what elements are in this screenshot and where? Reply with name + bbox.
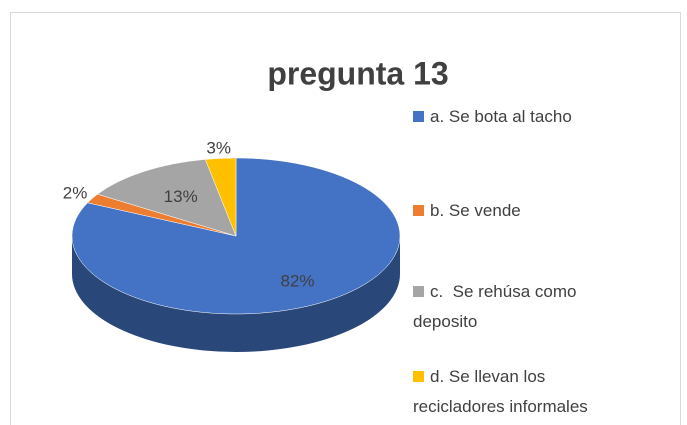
legend-label: b. Se vende — [430, 201, 521, 220]
legend-item: d. Se llevan los recicladores informales — [413, 362, 628, 422]
legend-swatch — [413, 286, 424, 297]
legend-item: c. Se rehúsa como deposito — [413, 277, 628, 337]
legend-label: c. Se rehúsa como deposito — [413, 282, 582, 331]
legend-swatch — [413, 205, 424, 216]
legend-item: b. Se vende — [413, 196, 628, 226]
legend-swatch — [413, 371, 424, 382]
value-label: 2% — [63, 183, 88, 202]
value-label: 13% — [164, 187, 198, 206]
value-label: 82% — [280, 272, 314, 291]
pie-slice — [96, 159, 237, 237]
value-labels: 82% 2% 13% 3% — [63, 139, 315, 291]
pie-slice — [204, 157, 237, 237]
pie-side — [72, 236, 400, 352]
chart-title: pregunta 13 — [267, 55, 448, 91]
legend-label: d. Se llevan los recicladores informales — [413, 367, 588, 416]
legend-label: a. Se bota al tacho — [430, 107, 572, 126]
legend-swatch — [413, 111, 424, 122]
legend-item: a. Se bota al tacho — [413, 102, 628, 132]
pie-tops — [71, 157, 401, 315]
pie-sides — [72, 236, 400, 352]
value-label: 3% — [206, 139, 231, 158]
